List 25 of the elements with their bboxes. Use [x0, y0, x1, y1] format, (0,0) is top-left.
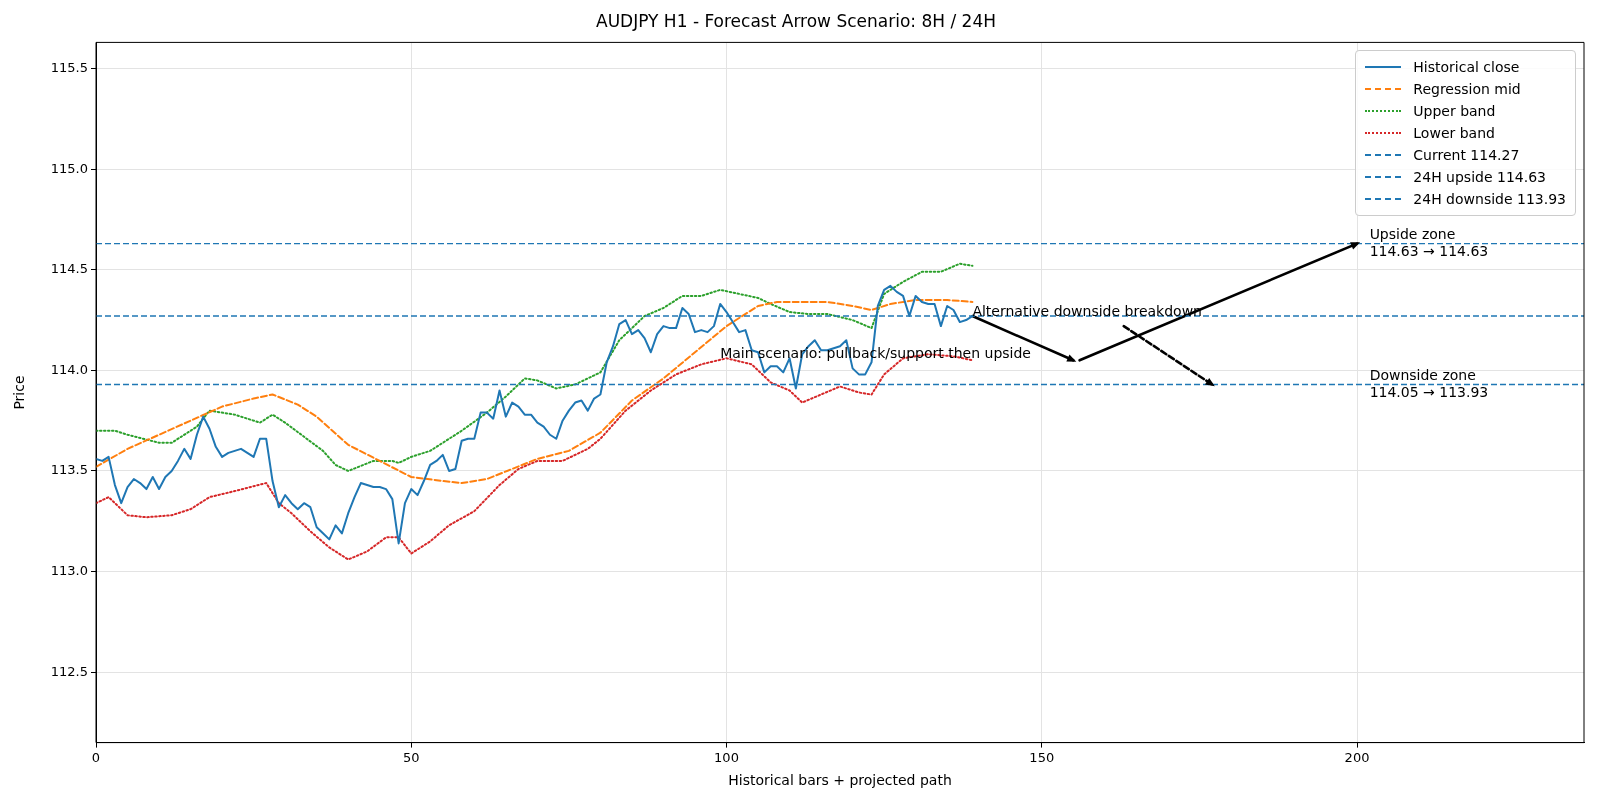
chart-title: AUDJPY H1 - Forecast Arrow Scenario: 8H / 24H — [596, 10, 996, 31]
y-tick-label: 115.0 — [50, 160, 88, 176]
legend-label: Historical close — [1413, 59, 1520, 76]
y-tick-label: 114.0 — [50, 361, 88, 377]
annotation: Downside zone 114.05 → 113.93 — [1369, 366, 1489, 400]
legend-label: 24H upside 114.63 — [1413, 169, 1546, 186]
x-axis-title: Historical bars + projected path — [728, 772, 952, 789]
legend-label: Current 114.27 — [1413, 147, 1520, 164]
annotation: Upside zone 114.63 → 114.63 — [1369, 225, 1489, 259]
y-tick-label: 114.5 — [50, 261, 88, 277]
legend-label: Regression mid — [1413, 81, 1521, 98]
x-tick-label: 150 — [1029, 749, 1055, 765]
x-tick-label: 200 — [1344, 749, 1370, 765]
x-tick-label: 50 — [402, 749, 420, 765]
x-tick-label: 0 — [91, 749, 101, 765]
legend-label: Upper band — [1413, 103, 1496, 120]
y-tick-label: 113.5 — [50, 462, 88, 478]
annotation: Alternative downside breakdown — [972, 302, 1202, 319]
y-tick-label: 112.5 — [50, 663, 88, 679]
y-tick-label: 113.0 — [50, 562, 88, 578]
y-axis-title: Price — [11, 375, 28, 410]
y-tick-label: 115.5 — [50, 59, 88, 75]
x-tick-label: 100 — [714, 749, 739, 765]
legend-label: 24H downside 113.93 — [1413, 191, 1566, 208]
legend-label: Lower band — [1413, 125, 1495, 142]
